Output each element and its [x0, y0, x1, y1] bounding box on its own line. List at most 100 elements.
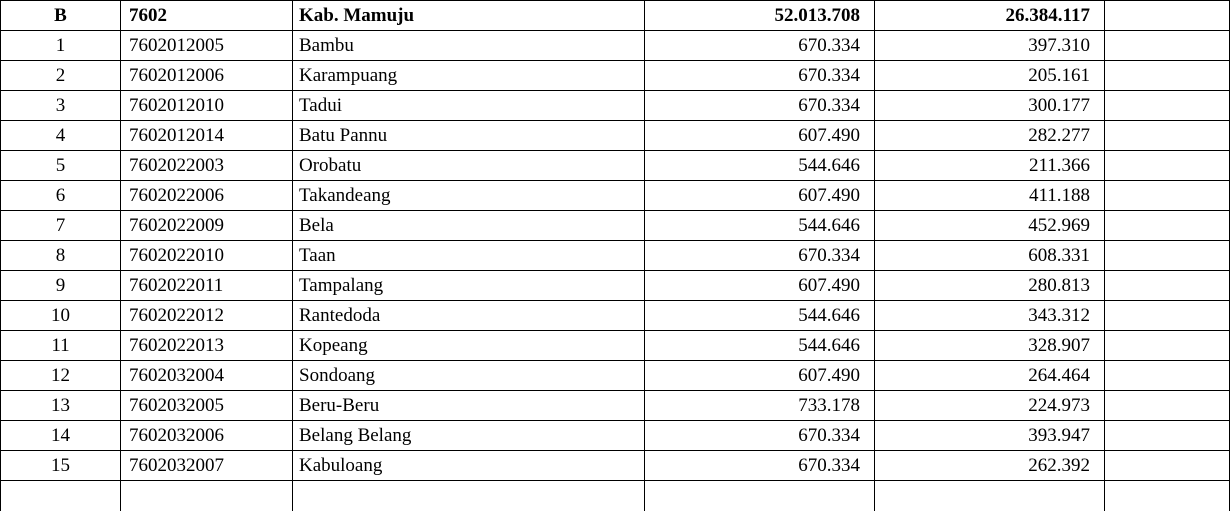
cell-value1: 544.646 [645, 151, 875, 181]
table-row: 8 7602022010 Taan 670.334 608.331 [1, 241, 1230, 271]
cell-name: Kabuloang [293, 451, 645, 481]
cell-value1: 670.334 [645, 241, 875, 271]
cell-value1: 607.490 [645, 181, 875, 211]
cell-value2: 211.366 [875, 151, 1105, 181]
cell-value1: 670.334 [645, 61, 875, 91]
cell-index: 4 [1, 121, 121, 151]
table-row: 3 7602012010 Tadui 670.334 300.177 [1, 91, 1230, 121]
table-row: 5 7602022003 Orobatu 544.646 211.366 [1, 151, 1230, 181]
cell-value1: 607.490 [645, 271, 875, 301]
cell-index: 14 [1, 421, 121, 451]
header-code: 7602 [121, 1, 293, 31]
cell-value1: 544.646 [645, 301, 875, 331]
table-row: 9 7602022011 Tampalang 607.490 280.813 [1, 271, 1230, 301]
table-row: 14 7602032006 Belang Belang 670.334 393.… [1, 421, 1230, 451]
cell-name: Rantedoda [293, 301, 645, 331]
cell-index: 2 [1, 61, 121, 91]
table-row: 2 7602012006 Karampuang 670.334 205.161 [1, 61, 1230, 91]
cell-name [293, 481, 645, 511]
header-value1: 52.013.708 [645, 1, 875, 31]
cell-code: 7602012006 [121, 61, 293, 91]
cell-name: Bela [293, 211, 645, 241]
cell-value2: 411.188 [875, 181, 1105, 211]
cell-name: Batu Pannu [293, 121, 645, 151]
cell-code: 7602012005 [121, 31, 293, 61]
cell-value2: 300.177 [875, 91, 1105, 121]
cell-value2: 205.161 [875, 61, 1105, 91]
table-header-row: B 7602 Kab. Mamuju 52.013.708 26.384.117 [1, 1, 1230, 31]
cell-value2: 282.277 [875, 121, 1105, 151]
cell-index: 5 [1, 151, 121, 181]
cell-index: 15 [1, 451, 121, 481]
cell-value1: 733.178 [645, 391, 875, 421]
cell-value2: 452.969 [875, 211, 1105, 241]
table-row: 10 7602022012 Rantedoda 544.646 343.312 [1, 301, 1230, 331]
cell-code [121, 481, 293, 511]
cell-name: Belang Belang [293, 421, 645, 451]
cell-index: 9 [1, 271, 121, 301]
cell-index: 8 [1, 241, 121, 271]
cell-pad [1105, 91, 1230, 121]
cell-value2 [875, 481, 1105, 511]
cell-name: Tadui [293, 91, 645, 121]
table-body: B 7602 Kab. Mamuju 52.013.708 26.384.117… [1, 1, 1230, 511]
cell-value2: 608.331 [875, 241, 1105, 271]
allocation-table-wrap: B 7602 Kab. Mamuju 52.013.708 26.384.117… [0, 0, 1230, 511]
table-row: 11 7602022013 Kopeang 544.646 328.907 [1, 331, 1230, 361]
table-row: 1 7602012005 Bambu 670.334 397.310 [1, 31, 1230, 61]
table-row-cutoff [1, 481, 1230, 511]
table-row: 15 7602032007 Kabuloang 670.334 262.392 [1, 451, 1230, 481]
cell-value1: 670.334 [645, 451, 875, 481]
cell-pad [1105, 121, 1230, 151]
header-pad [1105, 1, 1230, 31]
cell-name: Taan [293, 241, 645, 271]
cell-value2: 262.392 [875, 451, 1105, 481]
cell-pad [1105, 241, 1230, 271]
cell-code: 7602032007 [121, 451, 293, 481]
cell-value1: 670.334 [645, 91, 875, 121]
table-row: 4 7602012014 Batu Pannu 607.490 282.277 [1, 121, 1230, 151]
cell-pad [1105, 181, 1230, 211]
cell-value1: 607.490 [645, 121, 875, 151]
cell-index: 3 [1, 91, 121, 121]
cell-index: 6 [1, 181, 121, 211]
cell-pad [1105, 271, 1230, 301]
cell-value2: 280.813 [875, 271, 1105, 301]
cell-pad [1105, 361, 1230, 391]
cell-pad [1105, 31, 1230, 61]
cell-value2: 264.464 [875, 361, 1105, 391]
cell-code: 7602012014 [121, 121, 293, 151]
cell-code: 7602032004 [121, 361, 293, 391]
cell-value1 [645, 481, 875, 511]
table-row: 7 7602022009 Bela 544.646 452.969 [1, 211, 1230, 241]
cell-code: 7602032005 [121, 391, 293, 421]
cell-pad [1105, 451, 1230, 481]
cell-name: Bambu [293, 31, 645, 61]
cell-value1: 670.334 [645, 31, 875, 61]
cell-pad [1105, 391, 1230, 421]
cell-name: Tampalang [293, 271, 645, 301]
cell-index: 13 [1, 391, 121, 421]
cell-code: 7602012010 [121, 91, 293, 121]
cell-code: 7602022013 [121, 331, 293, 361]
cell-code: 7602022003 [121, 151, 293, 181]
header-value2: 26.384.117 [875, 1, 1105, 31]
cell-name: Kopeang [293, 331, 645, 361]
cell-pad [1105, 211, 1230, 241]
cell-value2: 343.312 [875, 301, 1105, 331]
cell-code: 7602022012 [121, 301, 293, 331]
cell-value1: 544.646 [645, 211, 875, 241]
cell-pad [1105, 151, 1230, 181]
cell-name: Takandeang [293, 181, 645, 211]
cell-index: 12 [1, 361, 121, 391]
cell-code: 7602022011 [121, 271, 293, 301]
cell-pad [1105, 301, 1230, 331]
cell-value2: 224.973 [875, 391, 1105, 421]
cell-pad [1105, 61, 1230, 91]
cell-name: Beru-Beru [293, 391, 645, 421]
cell-value1: 670.334 [645, 421, 875, 451]
cell-pad [1105, 331, 1230, 361]
cell-value2: 393.947 [875, 421, 1105, 451]
cell-code: 7602022006 [121, 181, 293, 211]
cell-name: Sondoang [293, 361, 645, 391]
